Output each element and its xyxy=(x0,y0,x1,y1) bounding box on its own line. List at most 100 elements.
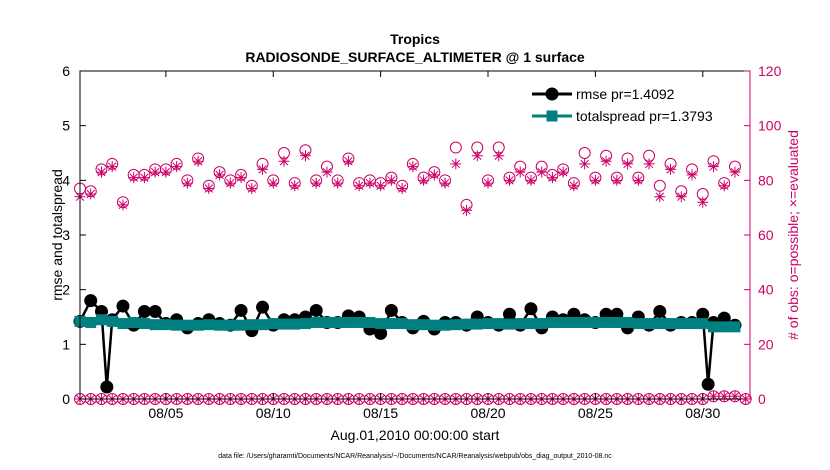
obs-evaluated-point xyxy=(235,172,247,184)
x-tick-label: 08/30 xyxy=(685,405,720,421)
totalspread-point xyxy=(289,318,301,330)
totalspread-point xyxy=(138,318,150,330)
totalspread-point xyxy=(235,319,247,331)
obs-evaluated-point xyxy=(214,169,226,181)
totalspread-point xyxy=(493,318,505,330)
y2-tick-label: 0 xyxy=(758,391,766,407)
totalspread-point xyxy=(192,319,204,331)
totalspread-point xyxy=(707,321,719,333)
obs-evaluated-point xyxy=(600,155,612,167)
y-tick-label: 3 xyxy=(62,227,70,243)
obs-evaluated-point xyxy=(503,174,515,186)
obs-evaluated-point xyxy=(622,158,634,170)
totalspread-point xyxy=(257,319,269,331)
obs-evaluated-point xyxy=(568,180,580,192)
y-tick-label: 5 xyxy=(62,118,70,134)
legend-label: totalspread pr=1.3793 xyxy=(576,108,713,124)
rmse-point xyxy=(234,303,248,317)
totalspread-point xyxy=(482,318,494,330)
totalspread-point xyxy=(321,316,333,328)
obs-evaluated-point xyxy=(138,172,150,184)
plot-area xyxy=(73,141,752,405)
legend: rmse pr=1.4092 totalspread pr=1.3793 xyxy=(532,86,713,124)
obs-evaluated-point xyxy=(428,169,440,181)
totalspread-point xyxy=(471,318,483,330)
x-tick-label: 08/05 xyxy=(148,405,183,421)
legend-marker-square xyxy=(546,110,558,122)
totalspread-point xyxy=(332,316,344,328)
totalspread-point xyxy=(203,319,215,331)
obs-evaluated-point xyxy=(729,390,741,402)
chart-subtitle: RADIOSONDE_SURFACE_ALTIMETER @ 1 surface xyxy=(245,49,585,65)
totalspread-point xyxy=(568,316,580,328)
y-tick-label: 4 xyxy=(62,172,70,188)
obs-evaluated-point xyxy=(579,158,591,170)
obs-evaluated-point xyxy=(246,183,258,195)
obs-evaluated-point xyxy=(718,180,730,192)
obs-evaluated-point xyxy=(289,180,301,192)
rmse-point xyxy=(256,300,270,314)
data-file-footnote: data file: /Users/gharamti/Documents/NCA… xyxy=(218,453,612,460)
totalspread-point xyxy=(364,316,376,328)
totalspread-point xyxy=(557,316,569,328)
totalspread-point xyxy=(299,318,311,330)
obs-evaluated-point xyxy=(450,158,462,170)
totalspread-point xyxy=(385,318,397,330)
obs-evaluated-point xyxy=(257,163,269,175)
totalspread-point xyxy=(654,318,666,330)
totalspread-point xyxy=(267,318,279,330)
totalspread-point xyxy=(278,318,290,330)
totalspread-point xyxy=(450,319,462,331)
obs-evaluated-point xyxy=(149,166,161,178)
obs-evaluated-point xyxy=(375,180,387,192)
obs-evaluated-point xyxy=(203,183,215,195)
totalspread-point xyxy=(224,319,236,331)
y-tick-label: 2 xyxy=(62,282,70,298)
obs-evaluated-point xyxy=(632,174,644,186)
obs-evaluated-point xyxy=(697,196,709,208)
totalspread-point xyxy=(632,318,644,330)
chart-title: Tropics xyxy=(390,31,440,47)
totalspread-point xyxy=(149,319,161,331)
totalspread-point xyxy=(514,318,526,330)
obs-evaluated-point xyxy=(385,174,397,186)
obs-evaluated-point xyxy=(321,166,333,178)
obs-evaluated-point xyxy=(546,172,558,184)
totalspread-point xyxy=(181,319,193,331)
y2-tick-label: 100 xyxy=(758,118,782,134)
totalspread-point xyxy=(525,318,537,330)
obs-evaluated-point xyxy=(353,180,365,192)
totalspread-point xyxy=(675,318,687,330)
obs-evaluated-point xyxy=(171,161,183,173)
y2-tick-label: 40 xyxy=(758,282,774,298)
obs-evaluated-point xyxy=(85,188,97,200)
rmse-point xyxy=(374,326,388,340)
totalspread-point xyxy=(95,314,107,326)
obs-evaluated-point xyxy=(278,155,290,167)
totalspread-point xyxy=(85,316,97,328)
totalspread-point xyxy=(665,318,677,330)
totalspread-point xyxy=(160,319,172,331)
obs-evaluated-point xyxy=(707,390,719,402)
totalspread-point xyxy=(214,319,226,331)
y2-axis-label: # of obs: o=possible; ×=evaluated xyxy=(785,130,801,340)
obs-evaluated-point xyxy=(439,177,451,189)
rmse-point xyxy=(653,305,667,319)
obs-evaluated-point xyxy=(106,161,118,173)
obs-evaluated-point xyxy=(729,166,741,178)
totalspread-point xyxy=(128,316,140,328)
obs-evaluated-point xyxy=(557,166,569,178)
y-axis-label: rmse and totalspread xyxy=(49,169,65,301)
obs-evaluated-point xyxy=(160,166,172,178)
obs-evaluated-point xyxy=(128,172,140,184)
totalspread-point xyxy=(439,319,451,331)
totalspread-point xyxy=(418,319,430,331)
rmse-point xyxy=(701,377,715,391)
obs-evaluated-point xyxy=(332,177,344,189)
totalspread-point xyxy=(396,318,408,330)
obs-evaluated-point xyxy=(299,150,311,162)
y-tick-label: 1 xyxy=(62,336,70,352)
totalspread-point xyxy=(461,318,473,330)
obs-evaluated-point xyxy=(525,174,537,186)
